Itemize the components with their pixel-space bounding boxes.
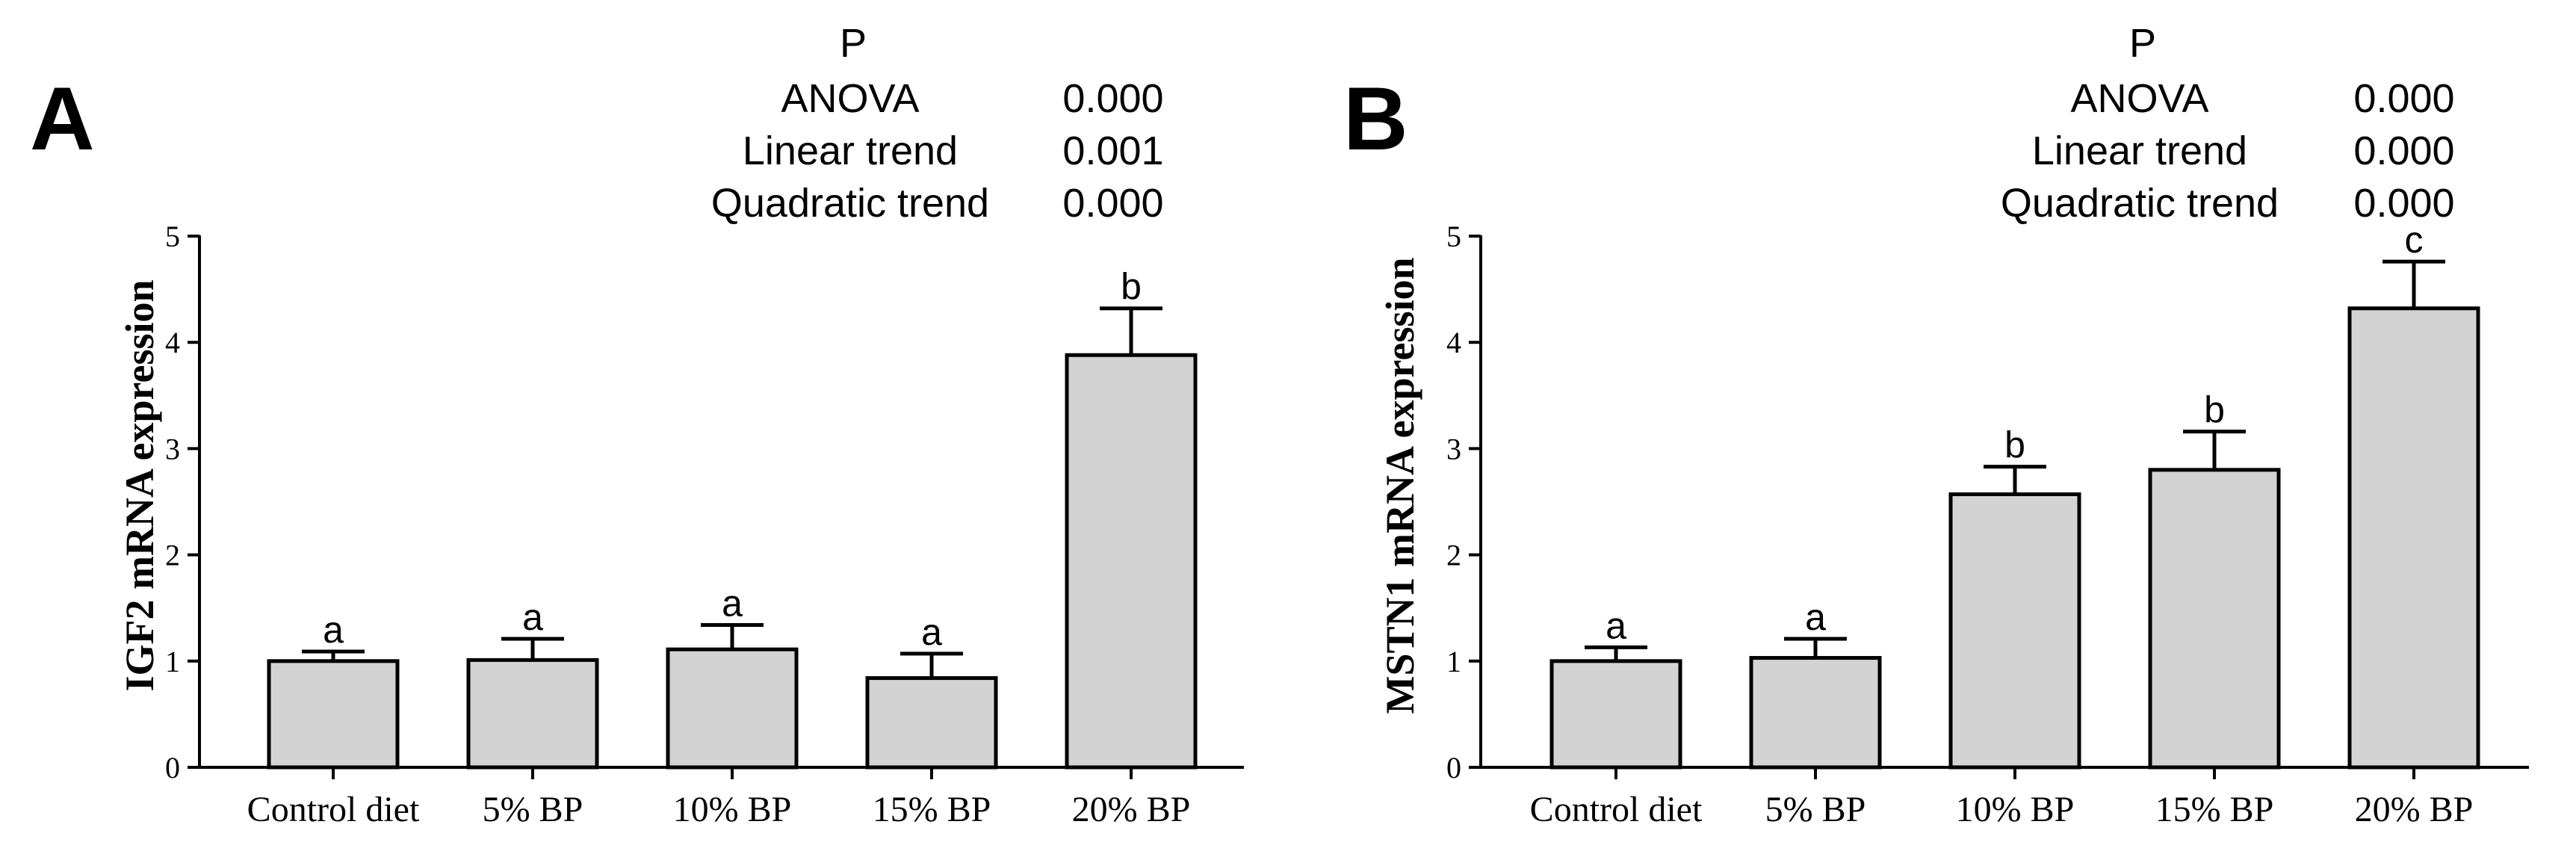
y-tick-label: 3 bbox=[1446, 432, 1461, 465]
stats-label: Quadratic trend bbox=[2001, 181, 2279, 226]
stats-label: Linear trend bbox=[743, 129, 958, 173]
x-tick-label: 20% BP bbox=[2355, 790, 2474, 829]
x-tick-label: 10% BP bbox=[1956, 790, 2075, 829]
bars bbox=[1549, 306, 2480, 770]
error-bars bbox=[302, 306, 1162, 678]
y-axis-label: MSTN1 mRNA expression bbox=[1378, 257, 1422, 714]
bar bbox=[267, 659, 400, 770]
stats-header: P bbox=[840, 21, 867, 66]
x-tick-labels: Control diet 5% BP 10% BP 15% BP 20% BP bbox=[247, 790, 1191, 829]
x-tick-label: Control diet bbox=[1530, 790, 1703, 829]
bar bbox=[1749, 656, 1882, 770]
x-tick-label: Control diet bbox=[247, 790, 420, 829]
significance-letter: a bbox=[921, 611, 942, 653]
stats-value: 0.000 bbox=[1062, 76, 1163, 121]
x-tick-label: 20% BP bbox=[1072, 790, 1191, 829]
y-tick-label: 5 bbox=[165, 220, 180, 253]
stats-value: 0.000 bbox=[2353, 129, 2454, 173]
panel-a: A P ANOVA 0.000 Linear trend 0.001 Quadr… bbox=[30, 21, 1244, 829]
y-tick-label: 1 bbox=[165, 645, 180, 678]
x-tick-label: 10% BP bbox=[673, 790, 792, 829]
x-tick-label: 15% BP bbox=[873, 790, 991, 829]
significance-letter: a bbox=[722, 582, 743, 624]
significance-letter: c bbox=[2405, 219, 2424, 261]
y-tick-label: 4 bbox=[1446, 326, 1461, 359]
significance-letter: a bbox=[1805, 596, 1826, 638]
significance-letter: a bbox=[1606, 604, 1626, 646]
y-tick-label: 0 bbox=[165, 751, 180, 785]
stats-value: 0.000 bbox=[2353, 181, 2454, 226]
bars bbox=[267, 353, 1198, 770]
x-tick-label: 15% BP bbox=[2155, 790, 2274, 829]
stats-label: ANOVA bbox=[2070, 76, 2208, 121]
stats-label: Quadratic trend bbox=[711, 181, 989, 226]
stats-value: 0.000 bbox=[2353, 76, 2454, 121]
y-tick-labels: 0 1 2 3 4 5 bbox=[1446, 220, 1461, 785]
significance-letters: a a a a b bbox=[323, 266, 1142, 653]
panel-label: B bbox=[1343, 69, 1408, 169]
bar bbox=[466, 657, 599, 770]
bar bbox=[1065, 353, 1198, 770]
significance-letter: a bbox=[323, 609, 344, 651]
x-tick-label: 5% BP bbox=[483, 790, 583, 829]
panel-b: B P ANOVA 0.000 Linear trend 0.000 Quadr… bbox=[1343, 21, 2529, 829]
x-tick-labels: Control diet 5% BP 10% BP 15% BP 20% BP bbox=[1530, 790, 2474, 829]
bar bbox=[2148, 468, 2281, 770]
y-tick-label: 0 bbox=[1446, 751, 1461, 785]
y-tick-label: 2 bbox=[165, 539, 180, 572]
significance-letters: a a b b c bbox=[1606, 219, 2423, 646]
y-axis-label: IGF2 mRNA expression bbox=[117, 279, 162, 691]
bar bbox=[666, 647, 799, 770]
bar bbox=[1948, 492, 2081, 770]
error-bars bbox=[1585, 259, 2445, 661]
stats-value: 0.000 bbox=[1062, 181, 1163, 226]
y-tick-label: 3 bbox=[165, 432, 180, 465]
y-tick-labels: 0 1 2 3 4 5 bbox=[165, 220, 180, 785]
bar bbox=[2347, 306, 2480, 770]
significance-letter: b bbox=[1121, 266, 1142, 308]
stats-label: Linear trend bbox=[2032, 129, 2247, 173]
bar bbox=[865, 676, 998, 770]
x-tick-label: 5% BP bbox=[1765, 790, 1866, 829]
significance-letter: b bbox=[2004, 424, 2025, 466]
stats-header: P bbox=[2129, 21, 2156, 66]
panel-label: A bbox=[30, 69, 95, 169]
y-tick-label: 2 bbox=[1446, 539, 1461, 572]
significance-letter: a bbox=[522, 596, 543, 638]
y-tick-label: 1 bbox=[1446, 645, 1461, 678]
bar bbox=[1549, 659, 1682, 770]
stats-value: 0.001 bbox=[1062, 129, 1163, 173]
significance-letter: b bbox=[2204, 389, 2225, 431]
y-tick-label: 5 bbox=[1446, 220, 1461, 253]
y-tick-label: 4 bbox=[165, 326, 180, 359]
stats-label: ANOVA bbox=[781, 76, 919, 121]
